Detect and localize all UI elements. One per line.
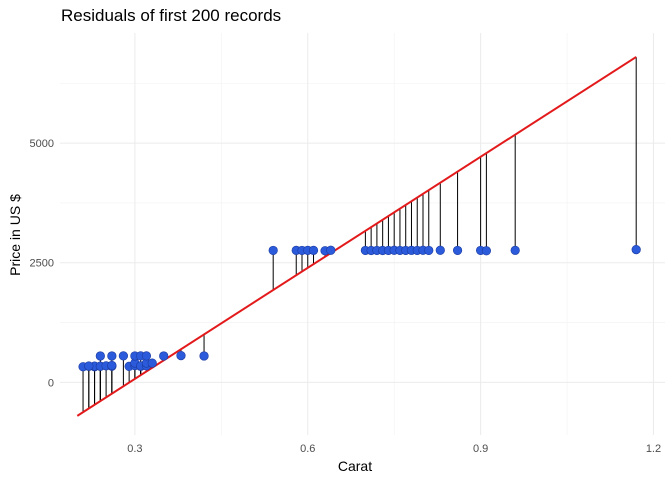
data-point (424, 245, 434, 256)
chart-title: Residuals of first 200 records (61, 6, 282, 25)
data-point (435, 245, 445, 255)
y-tick-label: 0 (48, 377, 54, 389)
data-point (141, 351, 152, 361)
x-tick-label: 0.6 (300, 443, 315, 455)
data-point (268, 245, 278, 256)
data-point (159, 351, 169, 361)
y-tick-label: 2500 (30, 258, 54, 270)
data-point (481, 246, 491, 256)
regression-line-group (76, 56, 637, 417)
x-tick-label: 0.3 (127, 443, 142, 455)
data-point (176, 351, 186, 361)
regression-line (76, 56, 637, 417)
data-point (452, 245, 463, 256)
y-axis-ticks: 0 2500 5000 (30, 138, 54, 389)
x-tick-label: 1.2 (646, 443, 661, 455)
y-tick-label: 5000 (30, 138, 54, 150)
data-point (84, 361, 94, 371)
data-point (308, 245, 319, 255)
data-points (78, 245, 641, 372)
data-point (118, 351, 128, 361)
data-point (326, 245, 336, 255)
data-point (199, 351, 209, 361)
data-point (107, 351, 117, 361)
x-axis-title: Carat (338, 458, 372, 474)
x-tick-label: 0.9 (473, 443, 488, 455)
data-point (631, 245, 641, 255)
data-point (95, 351, 105, 361)
x-axis-ticks: 0.3 0.6 0.9 1.2 (127, 443, 661, 455)
data-point (107, 360, 117, 371)
data-point (147, 358, 157, 368)
data-point (510, 245, 520, 255)
y-axis-title: Price in US $ (7, 194, 23, 276)
grid (60, 33, 665, 435)
